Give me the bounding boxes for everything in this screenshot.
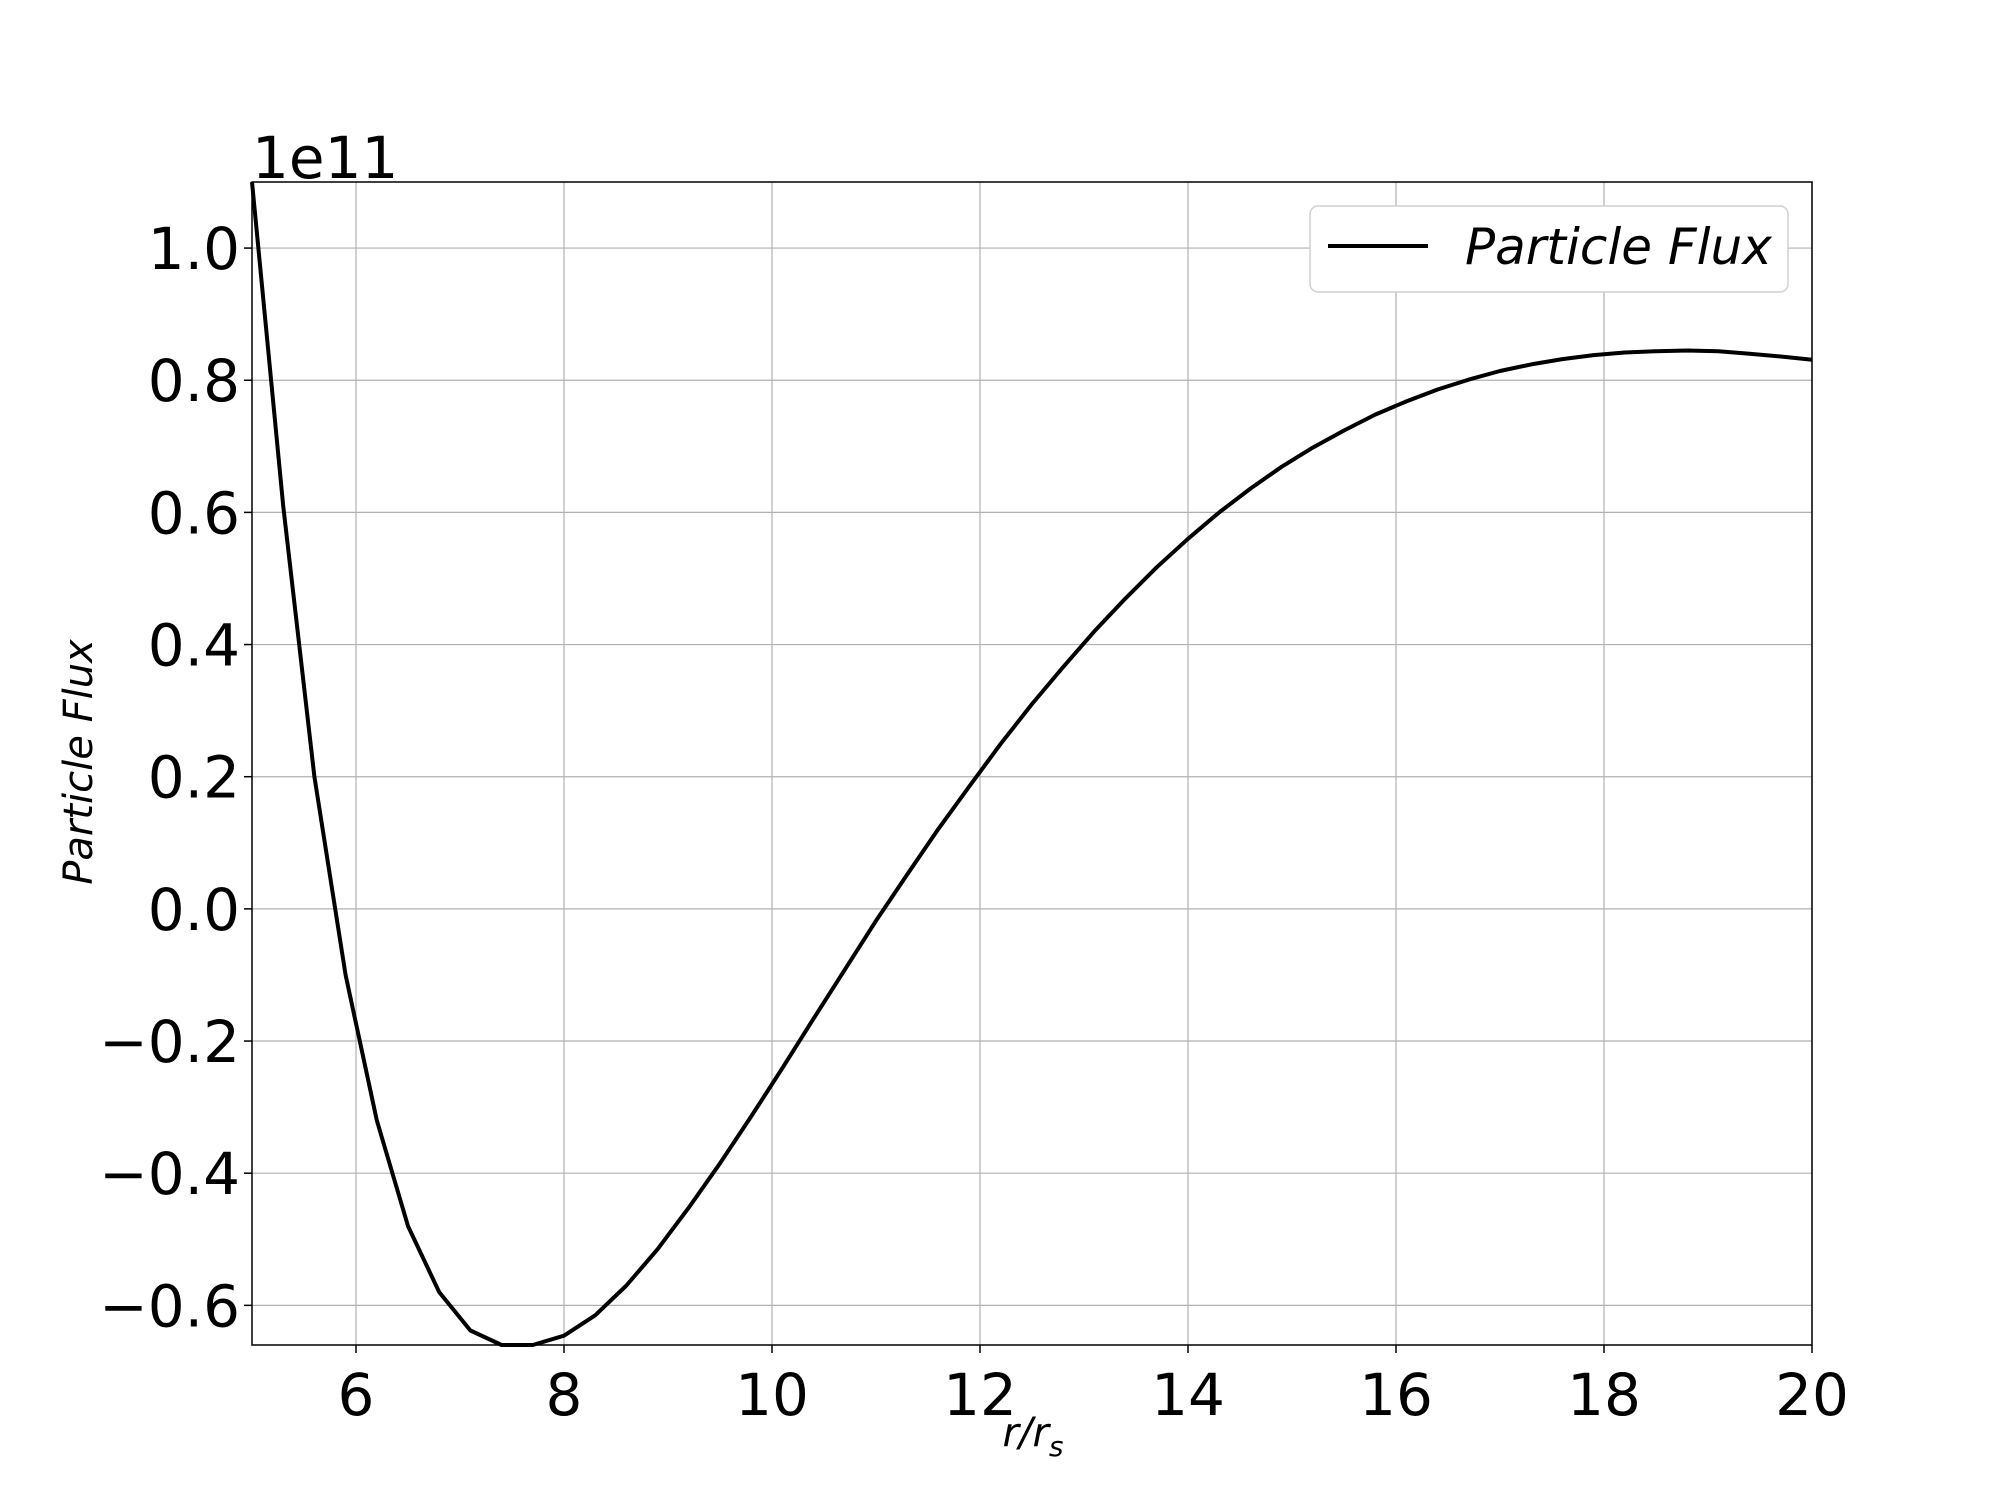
- x-tick-label: 12: [943, 1361, 1017, 1429]
- y-tick-label: −0.2: [99, 1008, 240, 1076]
- ticks: 6 8 10 12 14 16 18 20 1.0 0.8 0.6 0.4 0.2 0.0 −0.2 −0.4…: [99, 215, 1849, 1429]
- legend-box: [1309, 205, 1789, 293]
- y-tick-label: −0.4: [99, 1140, 240, 1208]
- x-tick-label: 10: [735, 1361, 809, 1429]
- plot-frame: [251, 181, 1813, 1346]
- x-tick-label: 16: [1359, 1361, 1433, 1429]
- x-axis-title: r/rs: [1003, 1410, 1064, 1463]
- legend: Particle Flux: [1309, 205, 1789, 293]
- y-tick-label: 1.0: [148, 215, 240, 283]
- y-offset-text: 1e11: [252, 124, 398, 192]
- y-tick-label: −0.6: [99, 1272, 240, 1340]
- x-tick-label: 6: [338, 1361, 375, 1429]
- x-tick-label: 20: [1775, 1361, 1849, 1429]
- y-tick-label: 0.8: [148, 347, 240, 415]
- y-axis-title: Particle Flux: [56, 639, 102, 885]
- x-tick-label: 14: [1151, 1361, 1225, 1429]
- y-tick-label: 0.4: [148, 612, 240, 680]
- y-tick-label: 0.0: [148, 876, 240, 944]
- x-axis-title-main: r/r: [1003, 1410, 1052, 1456]
- legend-label: Particle Flux: [1465, 218, 1772, 276]
- x-tick-label: 8: [546, 1361, 583, 1429]
- y-tick-label: 0.6: [148, 479, 240, 547]
- y-tick-label: 0.2: [148, 744, 240, 812]
- x-axis-title-subscript: s: [1049, 1430, 1064, 1463]
- x-tick-label: 18: [1567, 1361, 1641, 1429]
